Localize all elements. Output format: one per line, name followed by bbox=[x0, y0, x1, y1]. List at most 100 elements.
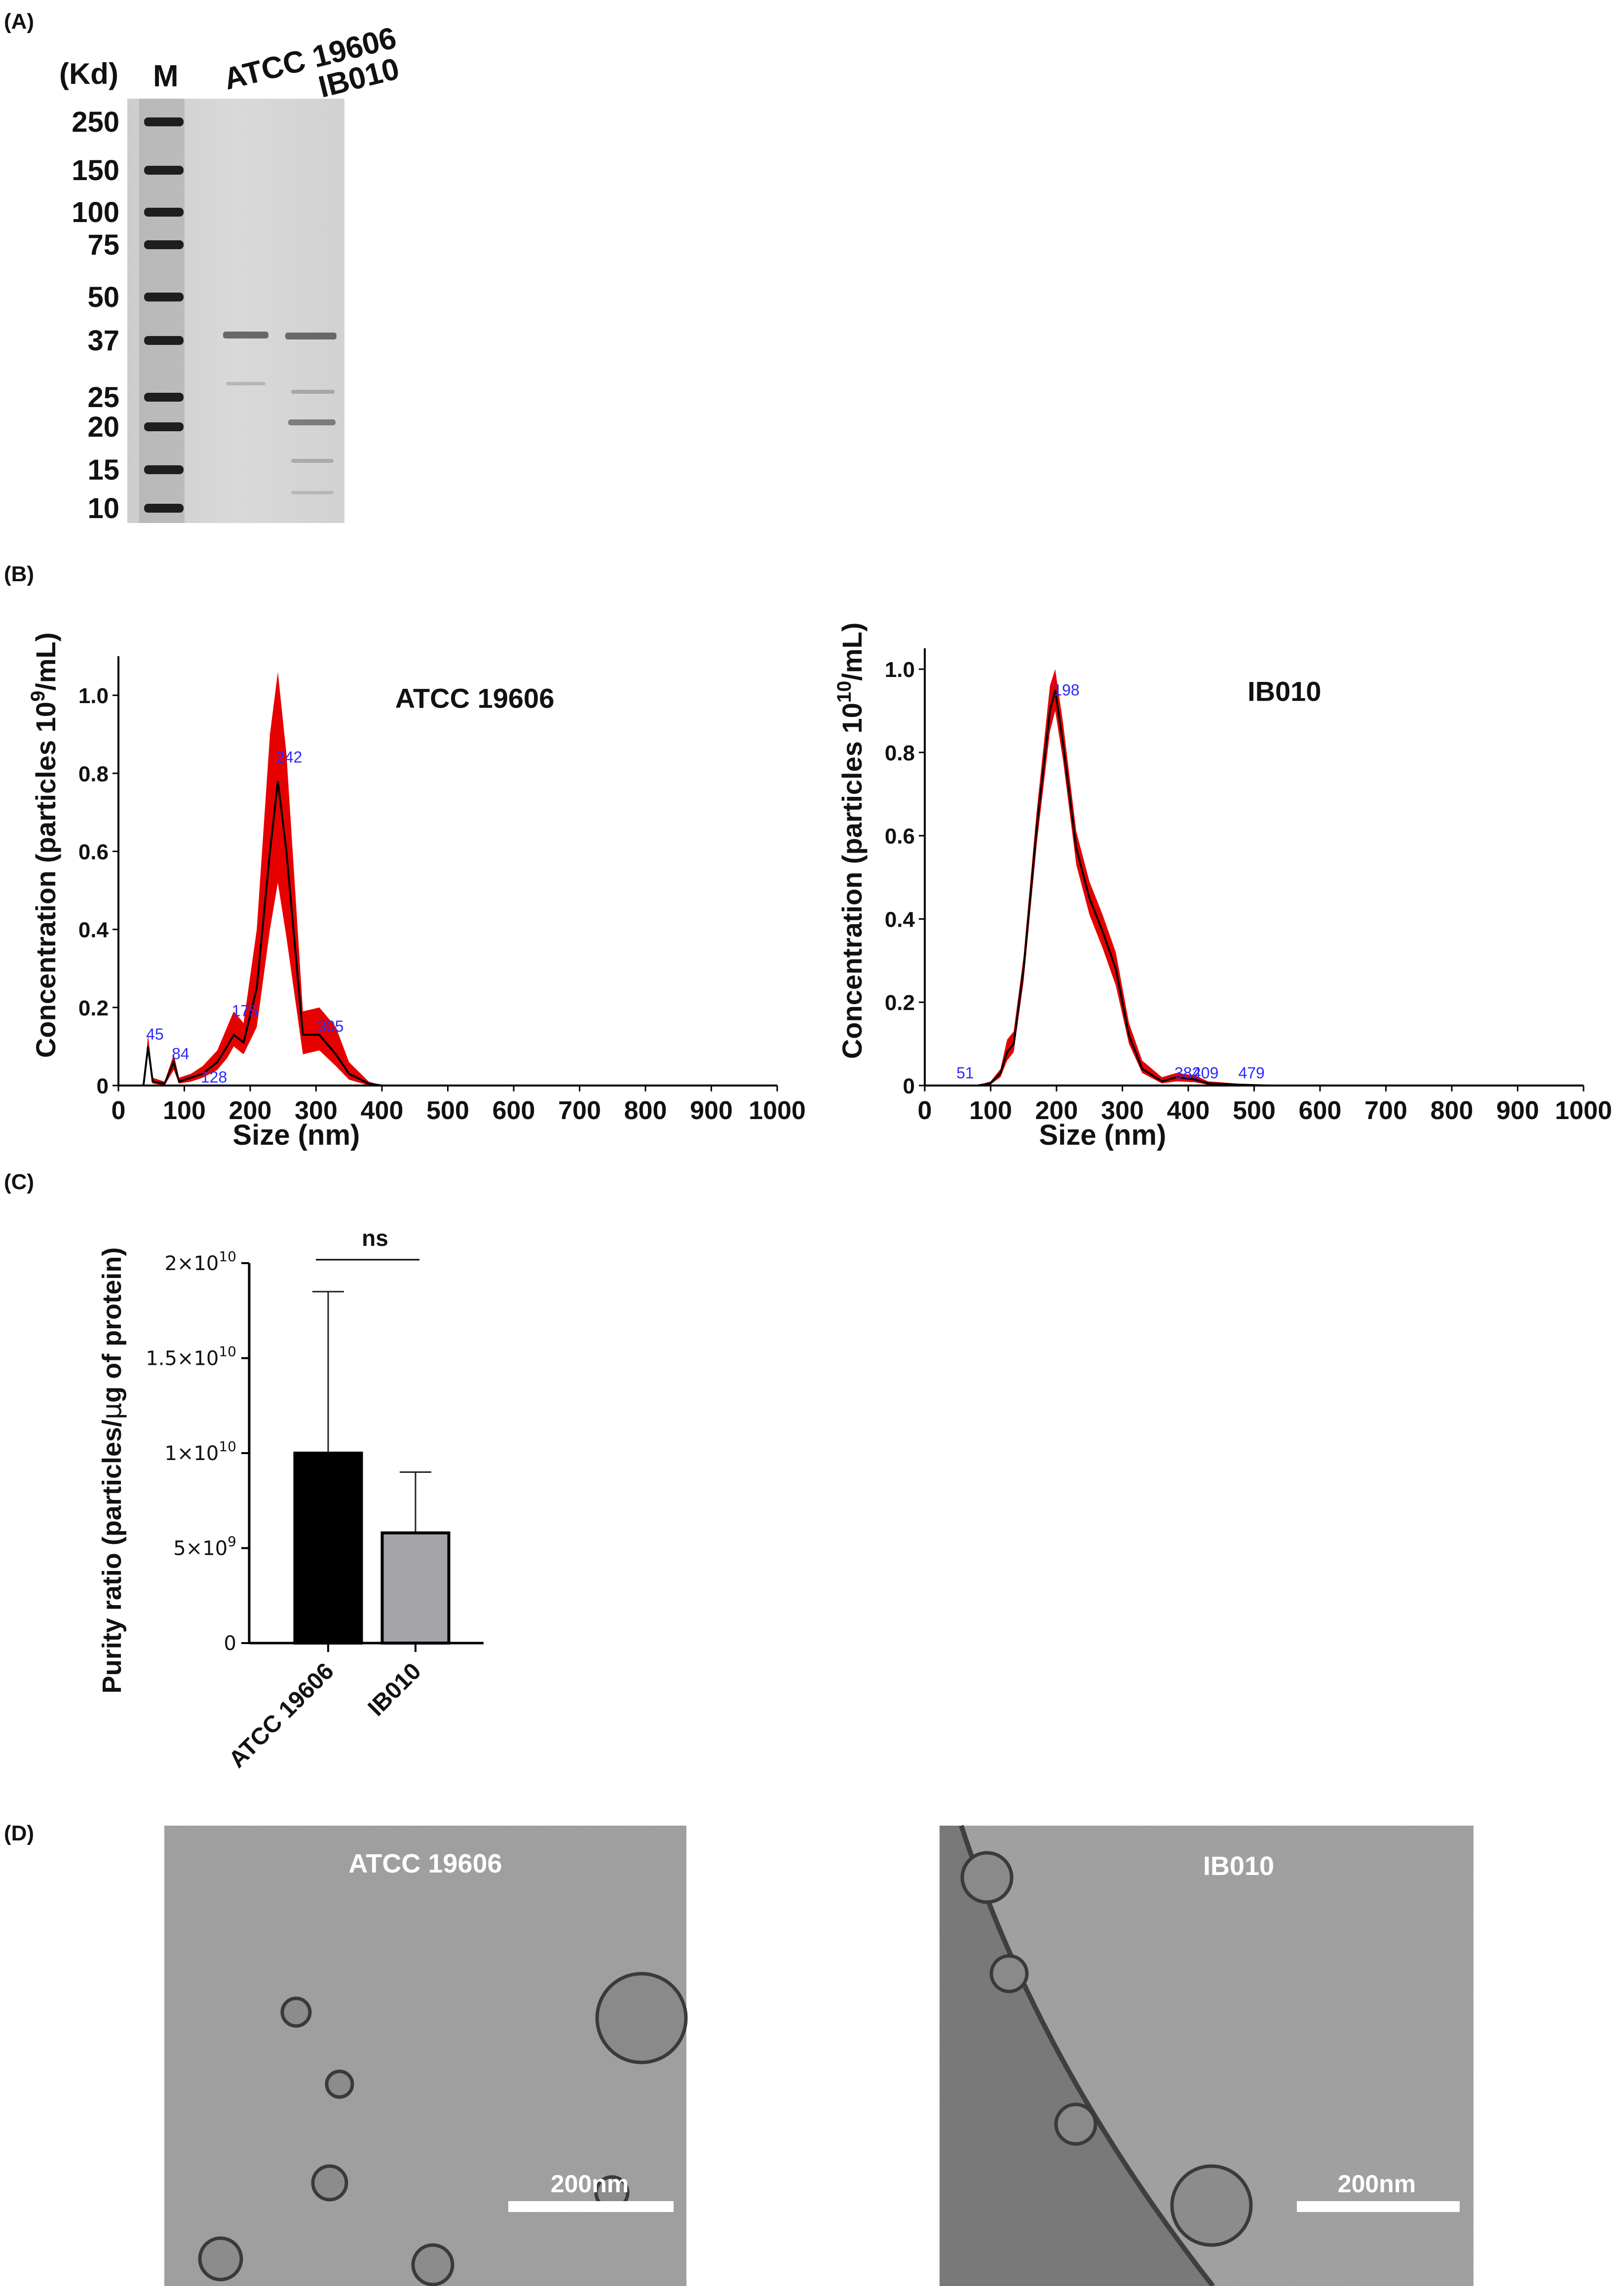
tem-scale-bar-atcc bbox=[508, 2201, 674, 2212]
error-band bbox=[118, 672, 777, 1086]
peak-label: 128 bbox=[201, 1068, 227, 1086]
tem-scale-label-ib010: 200nm bbox=[1338, 2170, 1416, 2198]
tem-label-atcc: ATCC 19606 bbox=[348, 1849, 502, 1878]
tem-vesicles-ib010 bbox=[960, 1851, 1253, 2247]
marker-band-37 bbox=[144, 336, 184, 345]
band-ib010-37kd bbox=[285, 333, 337, 339]
y-tick-label: 1.0 bbox=[885, 658, 915, 682]
x-tick-label: 0 bbox=[918, 1096, 932, 1125]
sample-bands bbox=[223, 332, 337, 494]
marker-band-20 bbox=[144, 422, 184, 431]
x-tick-label: 700 bbox=[558, 1096, 601, 1125]
y-axis-title: Concentration (particles 1010/mL) bbox=[833, 622, 868, 1059]
marker-band-250 bbox=[144, 117, 184, 126]
x-tick-label: 600 bbox=[492, 1096, 535, 1125]
marker-kd-label: 50 bbox=[87, 281, 119, 313]
peak-label: 479 bbox=[1238, 1064, 1264, 1082]
gel-unit-label: (Kd) bbox=[59, 57, 118, 90]
x-tick-label: 100 bbox=[969, 1096, 1012, 1125]
panel-label-c: (C) bbox=[4, 1170, 34, 1194]
purity-bar-chart: 0 5×109 1×1010 1.5×1010 2×1010 ATCC 19606 IB01… bbox=[96, 1225, 484, 1773]
band-ib010-10kd bbox=[291, 491, 334, 494]
y-tick-label: 0.8 bbox=[885, 741, 915, 765]
x-tick-label: 0 bbox=[112, 1096, 126, 1125]
y-tick-label: 0 bbox=[224, 1632, 236, 1655]
x-tick-label: 200 bbox=[1035, 1096, 1078, 1125]
x-tick-label: 800 bbox=[624, 1096, 667, 1125]
x-axis-title: Size (nm) bbox=[1039, 1119, 1167, 1151]
x-tick-label: 500 bbox=[1233, 1096, 1276, 1125]
y-tick-label: 0.4 bbox=[885, 907, 915, 932]
marker-kd-label: 250 bbox=[72, 106, 119, 138]
band-atcc-37kd bbox=[223, 332, 268, 338]
bar-ib010 bbox=[380, 1531, 451, 1645]
y-tick-label: 2×1010 bbox=[164, 1248, 236, 1275]
y-axis-title: Purity ratio (particles/μg of protein) bbox=[96, 1247, 127, 1693]
y-tick-label: 0.2 bbox=[78, 996, 109, 1020]
y-tick-label: 0.6 bbox=[78, 840, 109, 864]
band-atcc-25kd bbox=[226, 382, 265, 385]
nta-plot-ib010: 0 100 200 300 400 500 600 700 800 900 1000 0 0.2 0.4 0… bbox=[833, 622, 1612, 1151]
tem-scale-label-atcc: 200nm bbox=[551, 2170, 629, 2198]
peak-label: 242 bbox=[276, 748, 302, 766]
mean-line bbox=[118, 781, 777, 1087]
peak-label: 84 bbox=[172, 1045, 189, 1063]
marker-band-10 bbox=[144, 504, 184, 513]
marker-band-100 bbox=[144, 208, 184, 217]
x-tick-label: 1000 bbox=[749, 1096, 806, 1125]
x-tick-label: 400 bbox=[361, 1096, 404, 1125]
panel-label-b: (B) bbox=[4, 562, 34, 586]
mean-line bbox=[925, 689, 1584, 1087]
marker-kd-label: 10 bbox=[87, 492, 119, 525]
x-tick-label: 1000 bbox=[1555, 1096, 1612, 1125]
panel-label-a: (A) bbox=[4, 9, 34, 34]
x-tick-label: 100 bbox=[163, 1096, 206, 1125]
marker-band-25 bbox=[144, 393, 184, 402]
x-tick-label: ATCC 19606 bbox=[224, 1658, 339, 1773]
marker-kd-label: 150 bbox=[72, 154, 119, 187]
y-tick-label: 0 bbox=[903, 1074, 915, 1098]
tem-image-atcc: ATCC 19606 200nm bbox=[164, 1826, 688, 2286]
marker-kd-label: 15 bbox=[87, 454, 119, 486]
x-axis-title: Size (nm) bbox=[233, 1119, 360, 1151]
peak-label: 45 bbox=[146, 1025, 164, 1043]
gel-marker-lane-label: M bbox=[153, 59, 179, 93]
x-tick-label: 300 bbox=[295, 1096, 338, 1125]
peak-label: 51 bbox=[956, 1064, 974, 1082]
marker-kd-label: 20 bbox=[87, 411, 119, 443]
significance-label: ns bbox=[362, 1225, 388, 1251]
y-tick-label: 5×109 bbox=[173, 1534, 236, 1560]
x-tick-label: 900 bbox=[1496, 1096, 1539, 1125]
y-axis-title: Concentration (particles 109/mL) bbox=[27, 633, 61, 1058]
plot-title: IB010 bbox=[1247, 675, 1321, 707]
x-tick-label: 800 bbox=[1431, 1096, 1473, 1125]
marker-kd-label: 100 bbox=[72, 196, 119, 228]
marker-kd-label: 75 bbox=[87, 229, 119, 261]
bar-atcc-19606 bbox=[293, 1452, 363, 1645]
peak-label: 382 bbox=[1174, 1064, 1201, 1082]
y-tick-label: 0.6 bbox=[885, 824, 915, 849]
x-tick-label: 200 bbox=[229, 1096, 272, 1125]
x-tick-label: 900 bbox=[690, 1096, 733, 1125]
x-tick-label: 300 bbox=[1101, 1096, 1144, 1125]
marker-band-150 bbox=[144, 166, 184, 175]
band-ib010-20kd bbox=[288, 419, 336, 425]
marker-band-50 bbox=[144, 293, 184, 301]
peak-label: 409 bbox=[1192, 1064, 1218, 1082]
y-tick-label: 0.2 bbox=[885, 991, 915, 1015]
marker-band-15 bbox=[144, 465, 184, 474]
x-tick-label: 700 bbox=[1364, 1096, 1407, 1125]
x-tick-label: 400 bbox=[1167, 1096, 1210, 1125]
y-tick-label: 0.4 bbox=[78, 918, 109, 942]
peak-label: 175 bbox=[232, 1002, 258, 1020]
band-ib010-15kd bbox=[291, 459, 334, 463]
plot-title: ATCC 19606 bbox=[395, 682, 555, 713]
y-tick-label: 1.5×1010 bbox=[146, 1344, 236, 1370]
nta-plot-atcc: 0 100 200 300 400 500 600 700 800 900 1000 0 0.2 0.4 0… bbox=[27, 633, 806, 1151]
error-band bbox=[925, 669, 1584, 1086]
y-tick-label: 1×1010 bbox=[164, 1438, 236, 1465]
x-tick-label: 600 bbox=[1299, 1096, 1342, 1125]
marker-kd-label: 37 bbox=[87, 325, 119, 357]
